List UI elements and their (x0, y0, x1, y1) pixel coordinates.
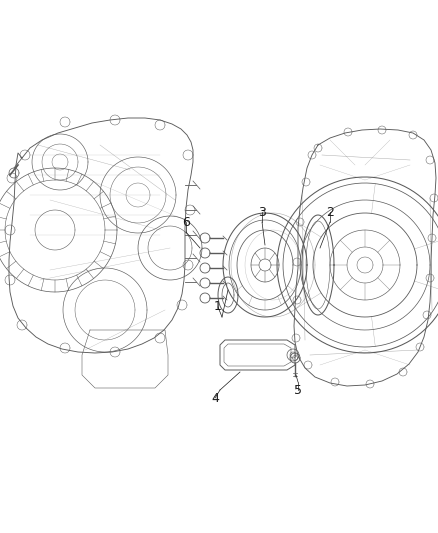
Text: 6: 6 (182, 215, 190, 229)
Text: 3: 3 (258, 206, 266, 219)
Text: 1: 1 (214, 301, 222, 313)
Text: 4: 4 (211, 392, 219, 405)
Text: 5: 5 (294, 384, 302, 397)
Text: 2: 2 (326, 206, 334, 219)
